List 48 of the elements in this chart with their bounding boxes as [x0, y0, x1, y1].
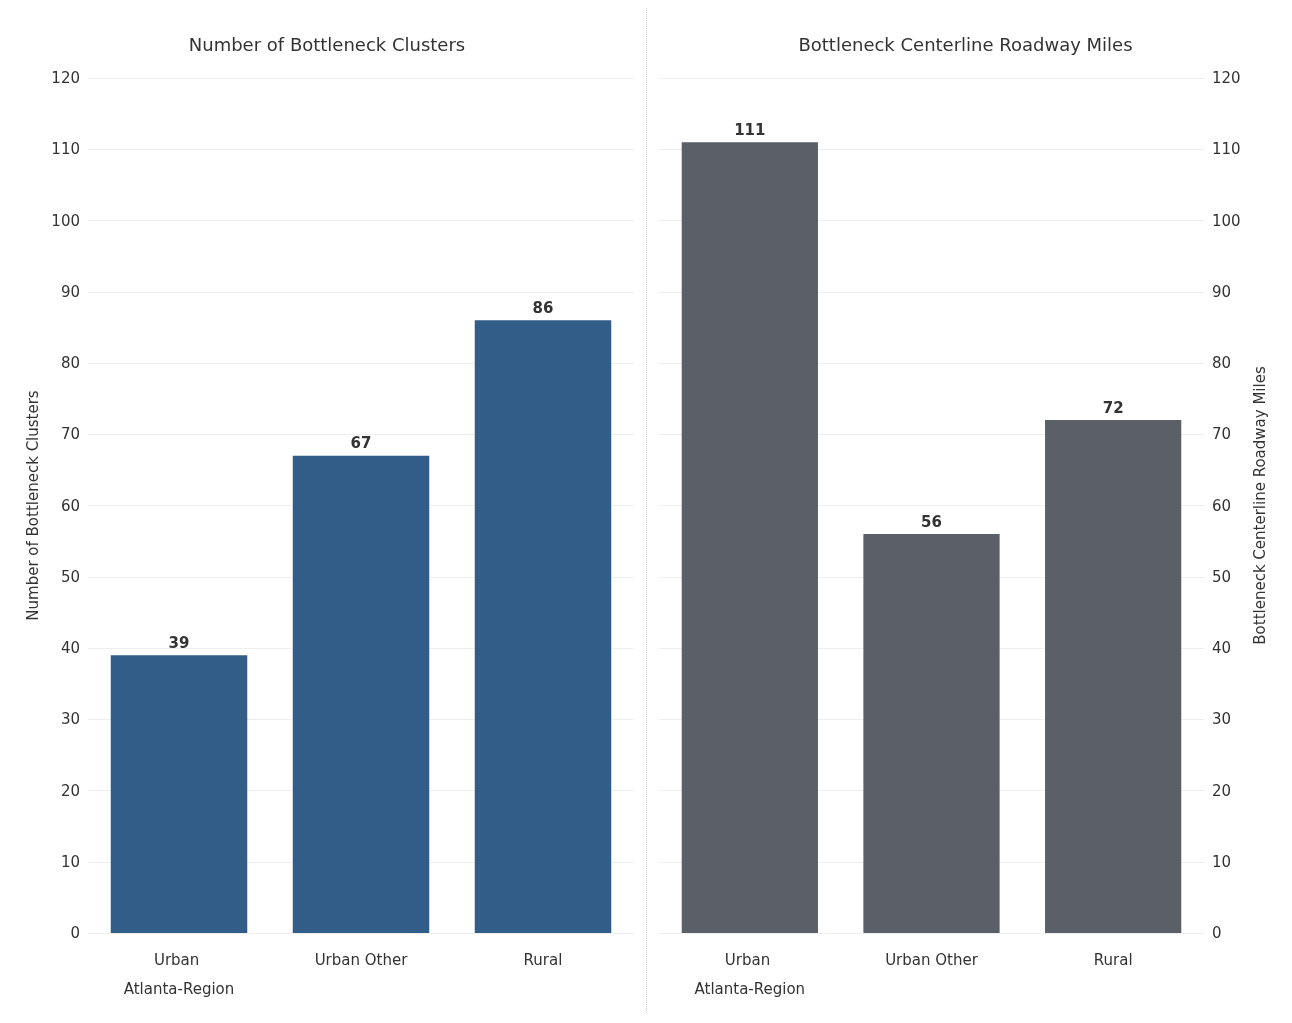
data-label: 111	[734, 120, 766, 139]
y2-tick-label: 100	[1212, 211, 1241, 230]
y-tick-label: 90	[60, 282, 80, 301]
y-tick-label: 0	[70, 924, 80, 942]
y2-tick-label: 90	[1212, 282, 1232, 301]
y-tick-label: 30	[60, 710, 80, 729]
y-tick-label: 10	[60, 852, 80, 871]
x-tick-label: Rural	[523, 950, 563, 969]
y-tick-label: 120	[51, 69, 80, 87]
x-tick-label: Urban Atlanta-Region	[123, 950, 235, 998]
y-tick-label: 70	[60, 425, 80, 444]
bar	[292, 455, 430, 933]
bar	[1045, 420, 1182, 933]
bar	[110, 655, 248, 933]
y-axis-title: Number of Bottleneck Clusters	[23, 390, 42, 621]
y2-tick-label: 60	[1212, 496, 1232, 515]
y2-tick-label: 110	[1212, 140, 1241, 159]
data-label: 56	[921, 512, 942, 531]
y2-axis-title: Bottleneck Centerline Roadway Miles	[1250, 366, 1269, 645]
data-label: 72	[1102, 398, 1124, 417]
y2-tick-label: 50	[1212, 567, 1232, 586]
bar	[681, 142, 818, 933]
y2-tick-label: 40	[1212, 639, 1232, 657]
y2-tick-label: 80	[1212, 354, 1232, 372]
y-tick-label: 100	[51, 211, 80, 230]
bar	[474, 320, 612, 933]
bar	[863, 534, 1000, 933]
y2-tick-label: 20	[1212, 781, 1232, 800]
y-tick-label: 60	[60, 496, 80, 515]
x-tick-label: Urban Other	[885, 950, 979, 969]
y2-tick-label: 30	[1212, 710, 1232, 729]
y-tick-label: 50	[60, 567, 80, 586]
y-tick-label: 80	[60, 354, 80, 372]
y2-tick-label: 0	[1212, 924, 1222, 942]
y2-tick-label: 120	[1212, 69, 1241, 87]
x-tick-label: Urban Atlanta-Region	[694, 950, 806, 998]
y-tick-label: 20	[60, 781, 80, 800]
chart-title: Bottleneck Centerline Roadway Miles	[798, 33, 1133, 55]
data-label: 39	[168, 633, 190, 652]
data-label: 67	[350, 434, 372, 453]
y-tick-label: 110	[51, 140, 80, 159]
y2-tick-label: 70	[1212, 425, 1232, 444]
x-tick-label: Urban Other	[314, 950, 409, 969]
y2-tick-label: 10	[1212, 852, 1232, 871]
y-tick-label: 40	[60, 639, 80, 657]
data-label: 86	[532, 298, 554, 317]
chart-title: Number of Bottleneck Clusters	[188, 33, 466, 55]
x-tick-label: Rural	[1093, 950, 1133, 969]
